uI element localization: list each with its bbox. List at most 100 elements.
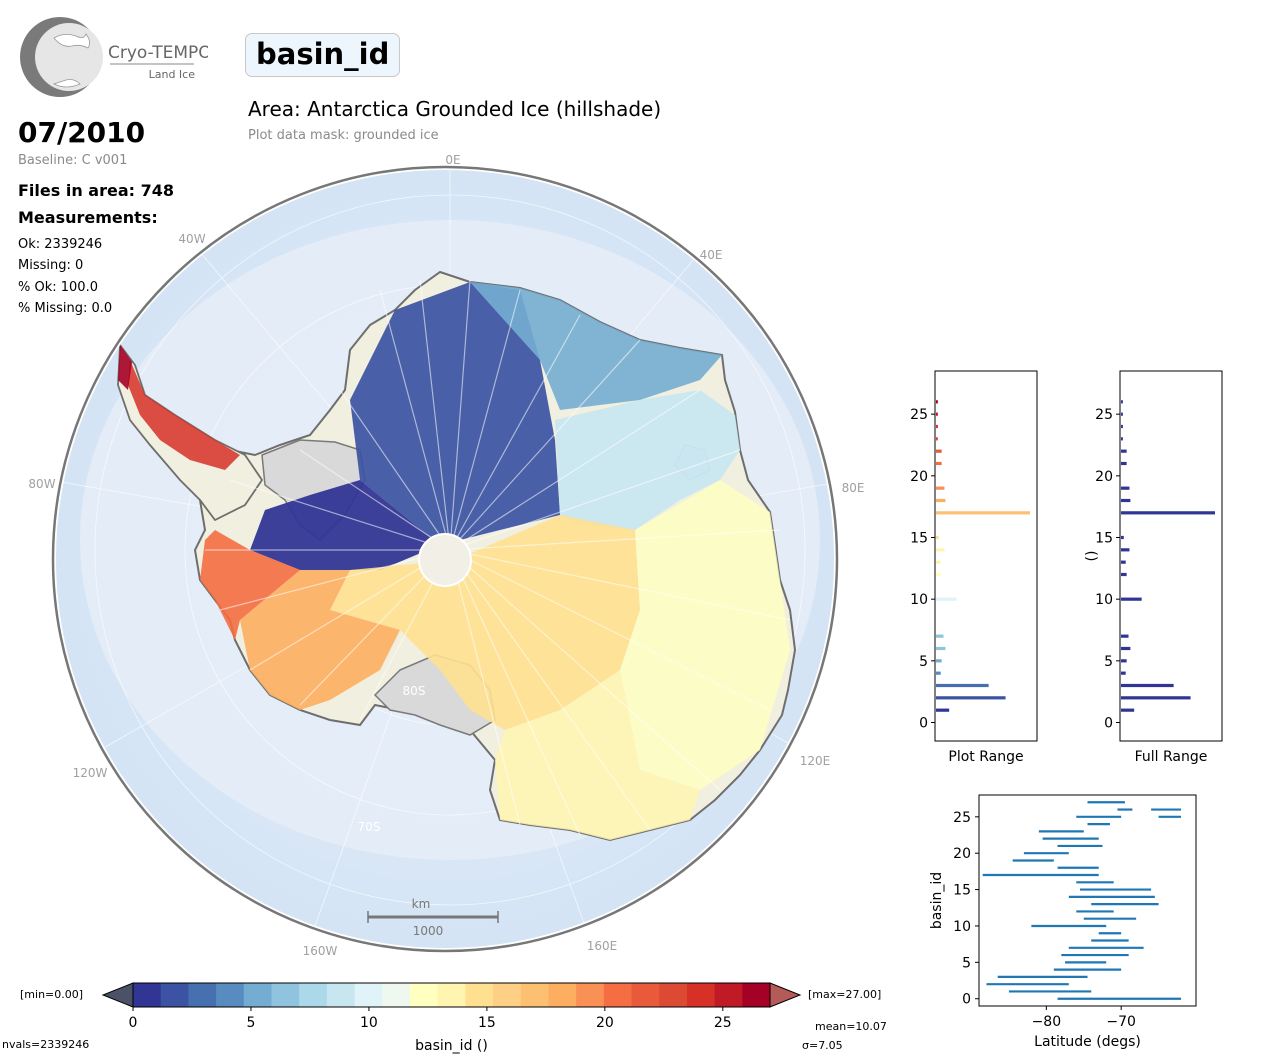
basin-region-4: [555, 390, 740, 530]
files-count: Files in area: 748: [18, 181, 174, 200]
basin-region-8: [620, 480, 790, 790]
colorbar-min-label: [min=0.00]: [20, 988, 84, 1001]
histogram-bar: [1121, 572, 1127, 577]
colorbar-segment: [659, 983, 688, 1007]
logo-name: Cryo-TEMPO: [108, 43, 208, 63]
basin-region-1: [350, 282, 560, 545]
basin-region-3: [470, 282, 722, 410]
colorbar-segment: [409, 983, 439, 1007]
svg-text:80E: 80E: [842, 481, 865, 495]
colorbar-segment: [188, 983, 217, 1007]
colorbar-segment: [437, 983, 466, 1007]
x-axis-label: Full Range: [1135, 749, 1208, 765]
histogram-bar: [1121, 449, 1127, 453]
histogram-bar: [936, 708, 950, 712]
histogram-bar: [936, 597, 957, 601]
colorbar-segment: [216, 983, 245, 1007]
scale-value: 1000: [413, 924, 444, 938]
histogram-bar: [1121, 683, 1174, 688]
basin-region-5: [330, 515, 640, 730]
x-tick-label: −70: [1106, 1014, 1136, 1030]
period-label: 07/2010: [18, 116, 146, 149]
histogram-bar: [1121, 511, 1215, 515]
mask-note: Plot data mask: grounded ice: [248, 128, 439, 143]
histogram-bar: [936, 560, 941, 564]
histogram-bar: [1121, 634, 1129, 638]
colorbar-segment: [160, 983, 189, 1007]
histogram-bar: [936, 412, 938, 416]
scale-unit: km: [412, 897, 431, 911]
histogram-bar: [1121, 659, 1127, 663]
histogram-bar: [936, 498, 946, 503]
basin-region-2: [250, 480, 440, 570]
histogram-axes: [1119, 370, 1223, 742]
histogram-bar: [936, 449, 942, 453]
colorbar-segment: [520, 983, 549, 1007]
histogram-bar: [1121, 424, 1123, 429]
sigma-label: σ=7.05: [802, 1039, 843, 1052]
histogram-bar: [936, 437, 938, 441]
scale-bar: km 1000: [367, 897, 499, 938]
y-tick-label: 15: [1095, 531, 1113, 547]
basin-region-6: [240, 570, 400, 710]
colorbar-segment: [631, 983, 660, 1007]
y-tick-label: 20: [910, 469, 928, 485]
histogram-bar: [936, 572, 942, 577]
histogram-axes: [934, 370, 1038, 742]
histogram-bar: [936, 634, 944, 638]
histogram-bar: [936, 424, 938, 429]
histogram-bar: [1121, 708, 1135, 712]
histogram-bar: [936, 400, 938, 404]
histogram-bar: [1121, 400, 1123, 404]
lat-labels: 80S 70S: [358, 684, 426, 834]
histogram-bar: [936, 548, 945, 552]
histogram-bar: [1121, 498, 1131, 503]
full-range-histogram: 0 5 10 15 20 25 Full Range (): [1084, 370, 1223, 765]
peninsula-tip: [118, 345, 132, 390]
logo-subtitle: Land Ice: [149, 68, 196, 81]
logo-continent-icon: [53, 33, 90, 49]
colorbar-tick-label: 20: [596, 1015, 614, 1031]
y-tick-label: 15: [953, 883, 971, 899]
histogram-bar: [936, 683, 989, 688]
histogram-bar: [1121, 696, 1191, 700]
histogram-bar: [936, 486, 945, 490]
measurements-title: Measurements:: [18, 208, 158, 227]
colorbar-tick-label: 15: [478, 1015, 496, 1031]
y-tick-label: 5: [962, 955, 971, 971]
y-tick-label: 15: [910, 531, 928, 547]
svg-text:160W: 160W: [303, 944, 338, 958]
x-axis-label: Plot Range: [948, 749, 1023, 765]
svg-text:160E: 160E: [587, 939, 618, 953]
y-tick-label: 5: [1104, 654, 1113, 670]
antarctica-map: 0E 40E 80E 120E 160E 160W 120W 80W 40W 8…: [28, 153, 865, 958]
cryo-tempo-logo: Cryo-TEMPO Land Ice: [20, 17, 208, 97]
svg-text:0E: 0E: [445, 153, 460, 167]
colorbar-segment: [326, 983, 356, 1007]
colorbar: 0 5 10 15 20 25 basin_id (): [101, 982, 802, 1054]
svg-text:80S: 80S: [403, 684, 426, 698]
histogram-bar: [1121, 671, 1126, 675]
colorbar-label: basin_id (): [415, 1038, 488, 1054]
svg-text:70S: 70S: [358, 820, 381, 834]
colorbar-segment: [382, 983, 411, 1007]
histogram-bar: [936, 659, 942, 663]
basin-region-9: [495, 670, 700, 840]
peninsula-basins: [128, 360, 240, 470]
plot-range-histogram: 0 5 10 15 20 25 Plot Range: [910, 370, 1038, 765]
histogram-bar: [936, 535, 939, 540]
latitude-range-plot: 0 5 10 15 20 25 −80 −70 Latitude (degs) basin_id: [929, 794, 1197, 1050]
colorbar-segment: [603, 983, 633, 1007]
y-tick-label: 0: [1104, 716, 1113, 732]
histogram-bar: [1121, 646, 1131, 651]
colorbar-segment: [299, 983, 328, 1007]
histogram-bar: [1121, 548, 1130, 552]
mean-label: mean=10.07: [815, 1020, 887, 1033]
track-lines: [205, 279, 791, 836]
y-tick-label: 10: [1095, 592, 1113, 608]
missing-count: Missing: 0: [18, 258, 84, 273]
colorbar-segment: [271, 983, 300, 1007]
x-tick-label: −80: [1032, 1014, 1062, 1030]
colorbar-segment: [354, 983, 383, 1007]
y-tick-label: 10: [910, 592, 928, 608]
